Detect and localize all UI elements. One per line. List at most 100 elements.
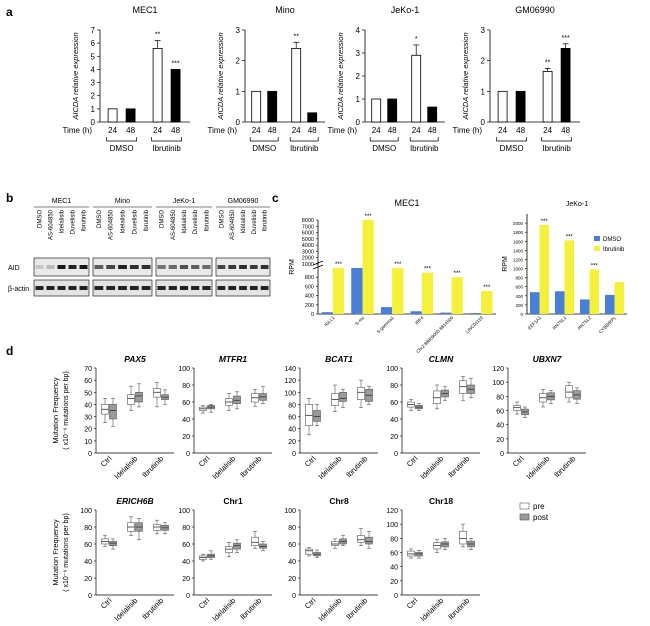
y-tick-label: 3 [356, 49, 361, 58]
y-tick-label: 0 [356, 118, 361, 127]
chart-title: Chr8 [329, 496, 349, 506]
x-tick-label: Idelalisib [316, 596, 343, 623]
box-post [109, 404, 117, 420]
y-tick-label: 200 [515, 303, 523, 308]
x-axis-label: Time (h) [328, 126, 358, 135]
bar-ibrutinib [362, 220, 374, 314]
chart-title: MEC1 [132, 5, 157, 15]
x-tick-label: Ibrutinib [344, 596, 369, 621]
actin-band [68, 286, 77, 290]
box-pre [153, 388, 161, 398]
y-axis-label: AICDA relative expression [336, 32, 345, 120]
y-tick-label: 100 [178, 366, 190, 373]
y-tick-label: 20 [496, 437, 504, 444]
y-tick-label: 50 [84, 390, 92, 397]
x-tick-label: Ibrutinib [446, 454, 471, 479]
y-tick-label: 7000 [302, 224, 314, 230]
aid-band [168, 265, 177, 269]
y-tick-label: 40 [84, 559, 92, 566]
y-tick-label: 0 [311, 312, 314, 318]
significance-label: * [415, 36, 418, 43]
blot-label-actin: β-actin [8, 286, 29, 293]
time-label: 48 [516, 126, 525, 135]
y-tick-label: 40 [390, 417, 398, 424]
box-post [365, 536, 373, 545]
bar-dmso [530, 292, 540, 314]
bar [560, 48, 571, 123]
y-axis-label: Mutation Frequency [51, 377, 60, 444]
cell-line-label: GM06990 [228, 198, 259, 205]
actin-band [118, 286, 127, 290]
box-pre [433, 390, 441, 405]
aid-band [217, 265, 226, 269]
y-tick-label: 7 [91, 26, 96, 35]
y-tick-label: 1 [481, 87, 486, 96]
legend-swatch-dmso [594, 236, 600, 241]
box-post [259, 543, 267, 549]
x-tick-label: CYBB/RPL [598, 315, 618, 335]
chart-a-JeKo-1: JeKo-1 0 1 2 3 4 AICDA relative expression 24 48… [328, 5, 445, 153]
bar [251, 90, 262, 123]
significance-label: *** [335, 262, 343, 268]
y-tick-label: 20 [288, 439, 296, 446]
x-tick-label: Ctrl [405, 454, 420, 469]
lane-label: AS-604850 [171, 209, 177, 240]
x-tick-label: Ctrl [99, 596, 114, 611]
blot-group-mino: Mino DMSO AS-604850 Idelalisib Duvelisib Ibru… [92, 198, 153, 297]
time-label: 24 [153, 126, 162, 135]
y-tick-label: 0 [88, 451, 92, 458]
actin-band [57, 286, 66, 290]
y-tick-label: 4000 [302, 243, 314, 249]
x-tick-label: Ctrl [197, 454, 212, 469]
y-tick-label: 2 [356, 72, 361, 81]
legend-label-ibrutinib: Ibrutinib [603, 247, 625, 253]
y-axis-label-units: ( x10⁻⁶ mutations per bp) [63, 513, 70, 592]
bar [107, 108, 118, 123]
lane-label: Idelalisib [182, 209, 188, 233]
actin-band [202, 286, 211, 290]
chart-a-GM06990: GM06990 0 1 2 3 AICDA relative expression 24 48… [453, 5, 580, 153]
actin-band [239, 286, 247, 290]
y-tick-label: 20 [288, 576, 296, 583]
y-tick-label: 60 [84, 378, 92, 385]
aid-band [94, 265, 104, 269]
y-tick-label: 60 [390, 400, 398, 407]
y-tick-label: 0 [292, 593, 296, 600]
actin-band [191, 286, 200, 290]
y-tick-label: 3 [236, 26, 241, 35]
bar-ibrutinib [481, 291, 493, 314]
y-tick-label: 80 [390, 536, 398, 543]
significance-label: *** [424, 267, 432, 273]
y-tick-label: 100 [178, 508, 190, 515]
chart-a-Mino: Mino 0 1 2 3 AICDA relative expression 24 48 ** 2… [208, 5, 325, 153]
y-tick-label: 60 [182, 542, 190, 549]
lane-label: DMSO [38, 210, 44, 228]
y-tick-label: 1 [236, 87, 241, 96]
box-pre [331, 541, 339, 547]
aid-band [157, 265, 166, 269]
y-tick-label: 70 [84, 366, 92, 373]
y-tick-label: 4 [356, 26, 361, 35]
y-tick-label: 400 [515, 294, 523, 299]
y-tick-label: 100 [386, 366, 398, 373]
actin-band [79, 286, 88, 290]
y-tick-label: 800 [305, 275, 314, 281]
time-label: 48 [126, 126, 135, 135]
box-post [339, 391, 347, 402]
y-tick-label: 120 [492, 366, 504, 373]
significance-label: *** [591, 263, 599, 269]
y-tick-label: 2 [91, 92, 96, 101]
bar-dmso [351, 268, 363, 314]
group-label: DMSO [500, 144, 524, 153]
y-tick-label: 60 [182, 400, 190, 407]
x-tick-label: Idelalisib [210, 454, 237, 481]
time-label: 48 [388, 126, 397, 135]
group-bracket [496, 137, 527, 142]
box-pre [459, 530, 467, 545]
y-tick-label: 60 [496, 409, 504, 416]
box-post [233, 542, 241, 550]
time-label: 48 [561, 126, 570, 135]
